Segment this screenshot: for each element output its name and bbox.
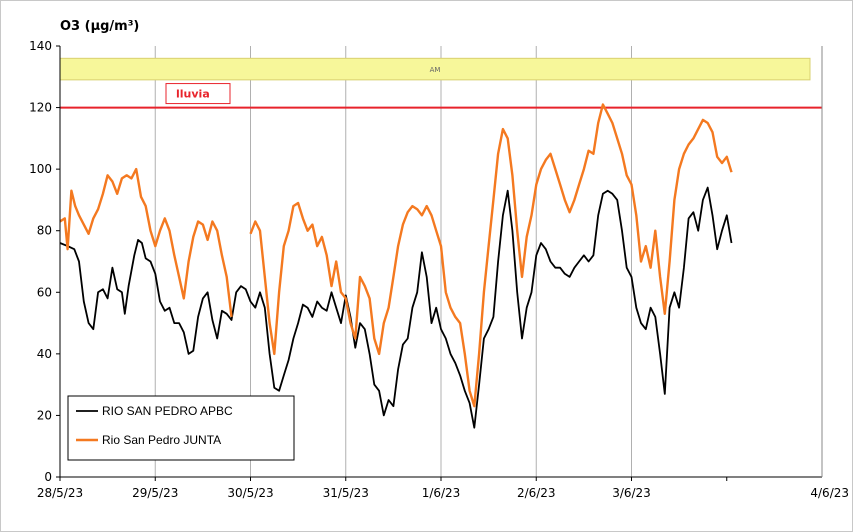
x-tick-label: 4/6/23 bbox=[810, 486, 849, 500]
y-tick-label: 120 bbox=[29, 101, 52, 115]
lluvia-label: lluvia bbox=[176, 88, 210, 101]
y-tick-label: 80 bbox=[37, 224, 52, 238]
x-tick-label: 2/6/23 bbox=[517, 486, 556, 500]
x-axis-ticks: 28/5/23 29/5/23 30/5/23 31/5/23 1/6/23 2/6/23… bbox=[37, 477, 849, 500]
series-lines bbox=[59, 103, 733, 429]
legend-box bbox=[67, 395, 295, 461]
y-tick-label: 0 bbox=[44, 470, 52, 484]
legend-label-junta: Rio San Pedro JUNTA bbox=[102, 433, 221, 447]
legend-label-apbc: RIO SAN PEDRO APBC bbox=[102, 404, 233, 418]
lluvia-label-box bbox=[165, 83, 231, 105]
x-tick-label: 30/5/23 bbox=[227, 486, 273, 500]
am-band-label: AM bbox=[430, 66, 441, 74]
y-tick-label: 60 bbox=[37, 285, 52, 299]
x-tick-label: 1/6/23 bbox=[422, 486, 461, 500]
y-tick-label: 20 bbox=[37, 408, 52, 422]
x-tick-label: 28/5/23 bbox=[37, 486, 83, 500]
y-tick-label: 40 bbox=[37, 347, 52, 361]
series-line-junta bbox=[59, 103, 733, 408]
x-tick-label: 31/5/23 bbox=[323, 486, 369, 500]
x-tick-label: 29/5/23 bbox=[132, 486, 178, 500]
series-line-apbc bbox=[59, 186, 733, 429]
y-tick-label: 140 bbox=[29, 39, 52, 53]
x-tick-label: 3/6/23 bbox=[612, 486, 651, 500]
y-axis-ticks: 0 20 40 60 80 100 120 140 bbox=[29, 39, 60, 484]
chart-title: O3 (µg/m³) bbox=[60, 19, 139, 34]
y-tick-label: 100 bbox=[29, 162, 52, 176]
legend: RIO SAN PEDRO APBC Rio San Pedro JUNTA bbox=[67, 395, 295, 461]
